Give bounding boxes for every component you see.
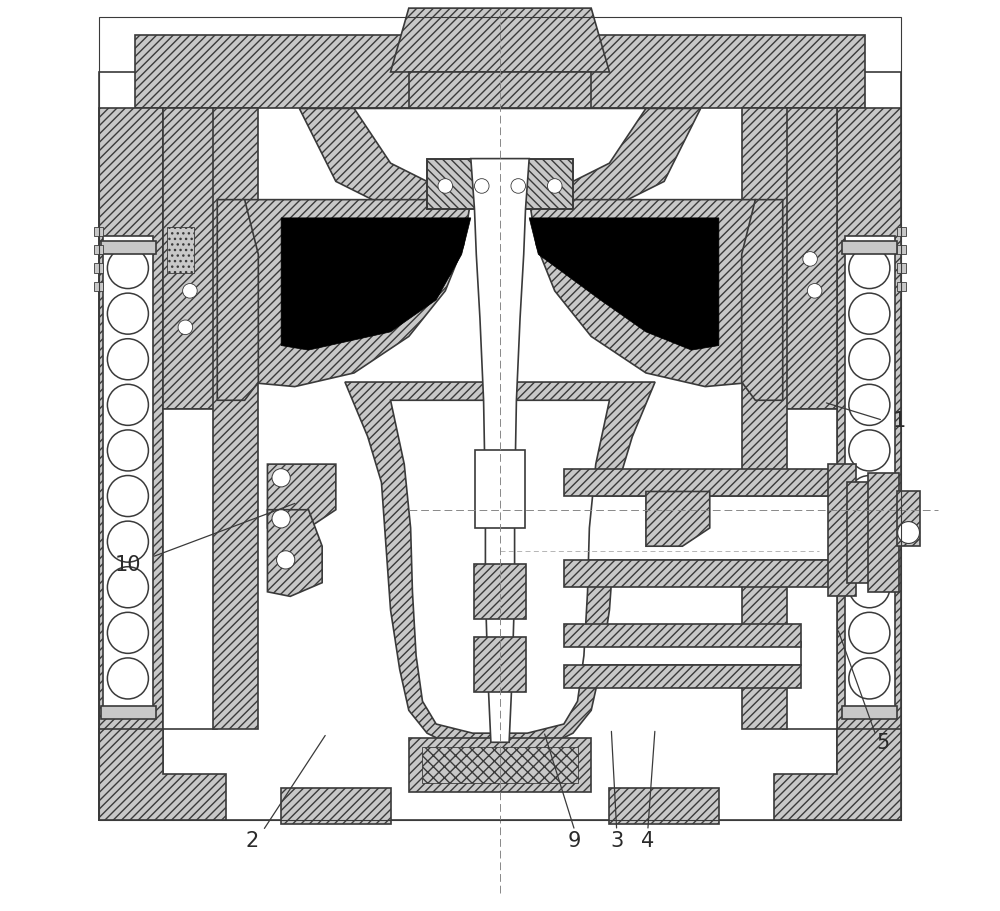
Bar — [94, 264, 103, 273]
Bar — [564, 469, 837, 496]
Bar — [842, 706, 897, 720]
Circle shape — [272, 510, 290, 528]
Bar — [564, 665, 801, 688]
Polygon shape — [281, 219, 471, 351]
Polygon shape — [345, 383, 655, 745]
Bar — [99, 109, 163, 820]
Bar — [101, 241, 156, 255]
Bar — [474, 638, 526, 692]
Text: 4: 4 — [641, 830, 654, 850]
Bar — [167, 228, 194, 273]
Bar — [427, 159, 491, 210]
Bar — [99, 18, 901, 820]
Bar — [837, 109, 901, 820]
Bar — [281, 788, 391, 824]
Bar — [897, 264, 906, 273]
Bar — [94, 282, 103, 292]
Polygon shape — [409, 73, 591, 109]
Circle shape — [272, 469, 290, 487]
Bar — [828, 465, 856, 597]
Bar — [163, 109, 217, 410]
Polygon shape — [299, 109, 701, 210]
Text: 9: 9 — [568, 830, 581, 850]
Polygon shape — [391, 401, 609, 733]
Polygon shape — [245, 200, 471, 387]
Bar — [842, 241, 897, 255]
Text: 5: 5 — [876, 732, 890, 752]
Polygon shape — [267, 465, 336, 528]
Bar — [564, 642, 801, 665]
Bar — [897, 492, 920, 547]
Bar — [213, 109, 258, 729]
Circle shape — [183, 284, 197, 299]
Bar — [609, 788, 719, 824]
Polygon shape — [99, 729, 226, 820]
Bar — [868, 474, 899, 592]
Bar — [427, 159, 573, 210]
Bar — [564, 624, 801, 647]
Text: 2: 2 — [245, 830, 259, 850]
Polygon shape — [391, 9, 609, 73]
Bar — [99, 73, 901, 820]
Bar — [845, 237, 895, 711]
Polygon shape — [742, 200, 783, 401]
Bar — [94, 228, 103, 237]
Polygon shape — [774, 729, 901, 820]
Bar — [742, 109, 787, 729]
Bar — [783, 410, 837, 729]
Bar — [847, 483, 869, 583]
Bar — [897, 228, 906, 237]
Polygon shape — [267, 510, 322, 597]
Bar — [135, 36, 865, 109]
Circle shape — [438, 179, 453, 194]
Polygon shape — [354, 109, 646, 191]
Bar — [783, 109, 837, 410]
Bar — [409, 738, 591, 793]
Circle shape — [169, 252, 184, 267]
Polygon shape — [646, 492, 710, 547]
Circle shape — [178, 321, 193, 335]
Bar — [103, 237, 153, 711]
Polygon shape — [529, 219, 719, 351]
Bar — [897, 246, 906, 255]
Circle shape — [474, 179, 489, 194]
Circle shape — [807, 284, 822, 299]
Bar — [564, 560, 837, 588]
Text: 3: 3 — [610, 830, 623, 850]
Circle shape — [511, 179, 526, 194]
Circle shape — [547, 179, 562, 194]
Circle shape — [898, 522, 920, 544]
Bar — [163, 410, 217, 729]
Text: 10: 10 — [115, 555, 141, 575]
Polygon shape — [471, 159, 529, 742]
Bar — [475, 451, 525, 528]
Circle shape — [277, 551, 295, 569]
Polygon shape — [529, 200, 755, 387]
Bar — [564, 496, 837, 560]
Bar — [897, 282, 906, 292]
Polygon shape — [217, 200, 258, 401]
Bar — [94, 246, 103, 255]
Text: 1: 1 — [893, 411, 906, 431]
Bar — [509, 159, 573, 210]
Bar — [474, 565, 526, 619]
Bar — [422, 747, 578, 783]
Circle shape — [803, 252, 817, 267]
Bar — [101, 706, 156, 720]
